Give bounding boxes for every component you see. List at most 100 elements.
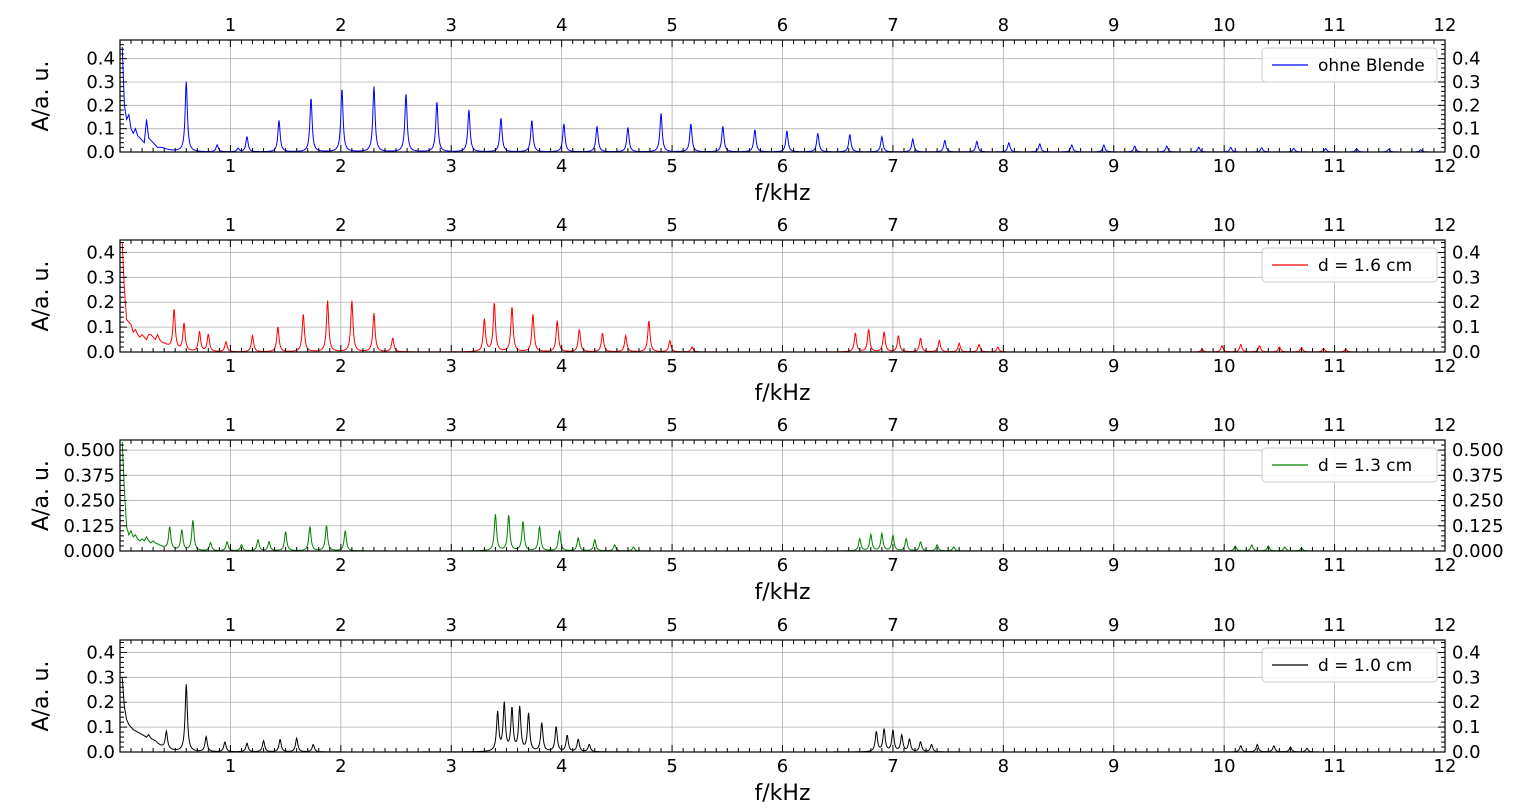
y-tick-label-right: 0.375 — [1452, 465, 1504, 486]
x-tick-label: 12 — [1434, 156, 1457, 177]
x-tick-label-top: 9 — [1108, 415, 1119, 436]
x-tick-label: 1 — [225, 356, 236, 377]
x-tick-label-top: 12 — [1434, 615, 1457, 636]
x-tick-label: 4 — [556, 356, 567, 377]
legend: ohne Blende — [1261, 47, 1438, 83]
legend-box — [1261, 647, 1438, 683]
x-tick-label-top: 8 — [998, 15, 1009, 36]
x-tick-label-top: 2 — [335, 215, 346, 236]
legend-box — [1261, 247, 1438, 283]
x-tick-label-top: 1 — [225, 615, 236, 636]
y-axis-label: A/a. u. — [29, 61, 54, 132]
y-tick-label-right: 0.2 — [1452, 292, 1481, 313]
y-tick-label-right: 0.3 — [1452, 267, 1481, 288]
x-tick-label: 11 — [1323, 555, 1346, 576]
x-tick-label-top: 7 — [887, 615, 898, 636]
y-tick-label-right: 0.0 — [1452, 342, 1481, 363]
x-tick-label: 5 — [666, 156, 677, 177]
y-tick-label: 0.250 — [63, 491, 115, 512]
x-tick-label-top: 5 — [666, 15, 677, 36]
x-tick-label-top: 1 — [225, 15, 236, 36]
x-tick-label: 6 — [777, 356, 788, 377]
x-tick-label: 4 — [556, 156, 567, 177]
x-tick-label: 5 — [666, 756, 677, 777]
legend-label: d = 1.0 cm — [1318, 656, 1412, 676]
x-tick-label: 11 — [1323, 756, 1346, 777]
y-tick-label: 0.3 — [86, 72, 115, 93]
x-tick-label-top: 12 — [1434, 215, 1457, 236]
x-tick-label: 8 — [998, 555, 1009, 576]
x-tick-label: 12 — [1434, 356, 1457, 377]
y-tick-label: 0.2 — [86, 95, 115, 116]
x-tick-label: 6 — [777, 156, 788, 177]
x-tick-label-top: 5 — [666, 215, 677, 236]
legend-box — [1261, 47, 1438, 83]
y-tick-label-right: 0.2 — [1452, 692, 1481, 713]
y-tick-label: 0.3 — [86, 267, 115, 288]
gridlines — [120, 240, 1446, 353]
x-tick-label: 10 — [1213, 356, 1236, 377]
x-tick-label-top: 9 — [1108, 15, 1119, 36]
y-tick-label-right: 0.125 — [1452, 516, 1504, 537]
y-tick-label: 0.1 — [86, 317, 115, 338]
legend: d = 1.6 cm — [1261, 247, 1438, 283]
y-tick-label-right: 0.0 — [1452, 142, 1481, 163]
x-tick-label-top: 1 — [225, 215, 236, 236]
x-axis-label: f/kHz — [755, 181, 811, 206]
x-tick-label-top: 4 — [556, 415, 567, 436]
y-tick-label: 0.1 — [86, 119, 115, 140]
x-tick-label: 9 — [1108, 756, 1119, 777]
x-tick-label-top: 11 — [1323, 615, 1346, 636]
x-tick-label-top: 6 — [777, 215, 788, 236]
y-tick-label-right: 0.1 — [1452, 119, 1481, 140]
x-tick-label: 1 — [225, 555, 236, 576]
x-tick-label: 11 — [1323, 356, 1346, 377]
x-tick-label-top: 10 — [1213, 15, 1236, 36]
x-tick-label-top: 4 — [556, 215, 567, 236]
x-tick-label-top: 8 — [998, 415, 1009, 436]
y-tick-label: 0.2 — [86, 292, 115, 313]
x-tick-label-top: 9 — [1108, 215, 1119, 236]
x-tick-label-top: 7 — [887, 415, 898, 436]
legend: d = 1.0 cm — [1261, 647, 1438, 683]
x-tick-label: 2 — [335, 756, 346, 777]
y-tick-label-right: 0.1 — [1452, 717, 1481, 738]
x-tick-label: 3 — [446, 555, 457, 576]
y-tick-label: 0.4 — [86, 642, 115, 663]
x-tick-label: 6 — [777, 756, 788, 777]
x-tick-label: 4 — [556, 756, 567, 777]
y-tick-label-right: 0.250 — [1452, 491, 1504, 512]
x-tick-label: 12 — [1434, 756, 1457, 777]
y-tick-label-right: 0.000 — [1452, 541, 1504, 562]
x-tick-label: 8 — [998, 756, 1009, 777]
y-tick-label-right: 0.2 — [1452, 95, 1481, 116]
y-tick-label: 0.4 — [86, 49, 115, 70]
x-tick-label-top: 7 — [887, 215, 898, 236]
y-tick-label: 0.0 — [86, 742, 115, 763]
x-tick-label: 8 — [998, 356, 1009, 377]
x-tick-label-top: 6 — [777, 415, 788, 436]
x-axis-label: f/kHz — [755, 580, 811, 605]
tick-marks — [119, 439, 1446, 552]
x-tick-label-top: 10 — [1213, 415, 1236, 436]
x-tick-label-top: 4 — [556, 615, 567, 636]
y-tick-label-right: 0.4 — [1452, 49, 1481, 70]
x-tick-label: 7 — [887, 156, 898, 177]
x-tick-label-top: 3 — [446, 15, 457, 36]
y-tick-label-right: 0.4 — [1452, 642, 1481, 663]
x-tick-label-top: 5 — [666, 415, 677, 436]
x-tick-label: 3 — [446, 156, 457, 177]
x-tick-label-top: 2 — [335, 615, 346, 636]
x-tick-label: 3 — [446, 356, 457, 377]
x-tick-label-top: 11 — [1323, 415, 1346, 436]
x-tick-label: 9 — [1108, 156, 1119, 177]
x-tick-label: 5 — [666, 555, 677, 576]
y-tick-label-right: 0.3 — [1452, 667, 1481, 688]
x-tick-label-top: 3 — [446, 415, 457, 436]
tick-marks — [119, 39, 1446, 153]
legend-label: ohne Blende — [1318, 56, 1425, 76]
